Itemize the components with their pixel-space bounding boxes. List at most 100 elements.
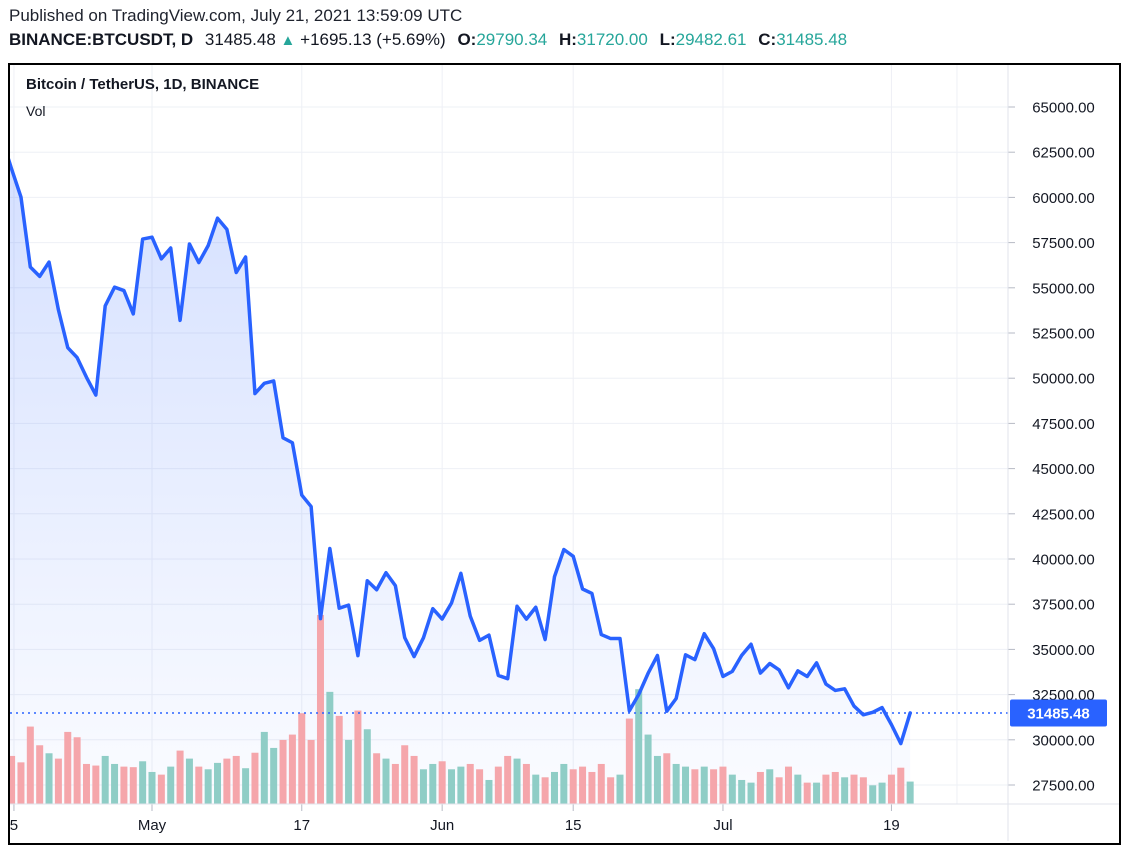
volume-bar <box>513 758 521 804</box>
volume-bar <box>185 758 193 804</box>
volume-bar <box>597 763 605 804</box>
ticker-status-line: BINANCE:BTCUSDT, D 31485.48 ▲ +1695.13 (… <box>9 30 847 50</box>
volume-bar <box>448 769 456 804</box>
volume-bar <box>26 726 34 804</box>
y-tick-label: 50000.00 <box>1032 371 1095 388</box>
x-tick-label: 15 <box>565 817 582 834</box>
volume-bar <box>73 737 81 804</box>
volume-bar <box>10 755 16 804</box>
volume-bar <box>663 753 671 804</box>
high-value: 31720.00 <box>576 30 648 49</box>
volume-bar <box>410 755 418 804</box>
volume-bar <box>803 782 811 804</box>
price-change: +1695.13 (+5.69%) <box>300 30 446 49</box>
volume-bar <box>64 731 72 804</box>
volume-bar <box>148 771 156 804</box>
volume-bar <box>298 713 306 804</box>
volume-bar <box>588 771 596 804</box>
volume-bar <box>335 715 343 804</box>
volume-bar <box>401 745 409 804</box>
volume-bar <box>494 766 502 804</box>
volume-bar <box>120 766 128 804</box>
volume-bar <box>326 691 334 804</box>
volume-bar <box>54 758 62 804</box>
volume-bar <box>438 761 446 804</box>
low-label: L: <box>659 30 676 49</box>
volume-bar <box>82 763 90 804</box>
x-tick-label: Jul <box>713 817 732 834</box>
volume-bar <box>719 766 727 804</box>
volume-bar <box>700 766 708 804</box>
volume-bar <box>45 753 53 804</box>
y-tick-label: 37500.00 <box>1032 597 1095 614</box>
volume-bar <box>345 739 353 804</box>
volume-bar <box>363 729 371 804</box>
volume-bar <box>251 752 259 804</box>
price-line-path <box>10 158 912 746</box>
volume-bar <box>373 753 381 804</box>
volume-bar <box>710 769 718 804</box>
volume-bar <box>616 774 624 804</box>
volume-bar <box>579 766 587 804</box>
volume-bar <box>176 750 184 804</box>
last-price-badge-text: 31485.48 <box>1027 705 1090 722</box>
price-chart-svg[interactable]: 65000.00 62500.00 60000.00 57500.00 55000.00… <box>10 65 1119 841</box>
y-tick-label: 65000.00 <box>1032 100 1095 117</box>
volume-bar <box>550 771 558 804</box>
volume-bar <box>784 766 792 804</box>
x-tick-label: 19 <box>883 817 900 834</box>
volume-bar <box>532 774 540 804</box>
volume-indicator-label: Vol <box>26 103 46 119</box>
volume-bar <box>476 769 484 804</box>
volume-bar <box>728 774 736 804</box>
chart-frame: 65000.00 62500.00 60000.00 57500.00 55000.00… <box>8 63 1121 845</box>
y-tick-label: 60000.00 <box>1032 190 1095 207</box>
volume-bar <box>195 766 203 804</box>
open-value: 29790.34 <box>476 30 548 49</box>
volume-bar <box>157 774 165 804</box>
y-tick-label: 62500.00 <box>1032 145 1095 162</box>
x-tick-label: 17 <box>293 817 310 834</box>
y-tick-label: 30000.00 <box>1032 732 1095 749</box>
x-tick-label: Jun <box>430 817 454 834</box>
last-price-badge <box>1010 699 1107 727</box>
volume-bar <box>794 774 802 804</box>
y-tick-label: 42500.00 <box>1032 506 1095 523</box>
volume-bar <box>457 766 465 804</box>
volume-bar <box>850 774 858 804</box>
published-line: Published on TradingView.com, July 21, 2… <box>9 6 463 25</box>
volume-bar <box>644 734 652 804</box>
x-tick-label: 5 <box>10 817 18 834</box>
y-tick-label: 45000.00 <box>1032 461 1095 478</box>
volume-bar <box>859 777 867 804</box>
chart-title: Bitcoin / TetherUS, 1D, BINANCE <box>26 76 260 93</box>
volume-bar <box>354 710 362 804</box>
volume-bar <box>36 745 44 804</box>
volume-bar <box>485 779 493 804</box>
volume-bar <box>607 777 615 804</box>
volume-bar <box>625 718 633 804</box>
volume-bar <box>569 769 577 804</box>
volume-bar <box>101 755 109 804</box>
volume-bar <box>279 739 287 804</box>
volume-bar <box>504 755 512 804</box>
y-tick-label: 52500.00 <box>1032 326 1095 343</box>
volume-bar <box>391 763 399 804</box>
volume-bar <box>822 774 830 804</box>
close-value: 31485.48 <box>776 30 848 49</box>
volume-bar <box>813 782 821 804</box>
volume-bar <box>382 758 390 804</box>
volume-bar <box>878 782 886 804</box>
volume-bar <box>897 767 905 804</box>
close-label: C: <box>758 30 777 49</box>
x-tick-label: May <box>138 817 167 834</box>
volume-bar <box>204 769 212 804</box>
volume-bar <box>419 769 427 804</box>
volume-bar <box>466 763 474 804</box>
volume-bar <box>869 785 877 804</box>
volume-bar <box>560 763 568 804</box>
volume-bar <box>756 771 764 804</box>
volume-bar <box>429 763 437 804</box>
symbol-name: BINANCE:BTCUSDT, D <box>9 30 194 49</box>
volume-bar <box>653 755 661 804</box>
